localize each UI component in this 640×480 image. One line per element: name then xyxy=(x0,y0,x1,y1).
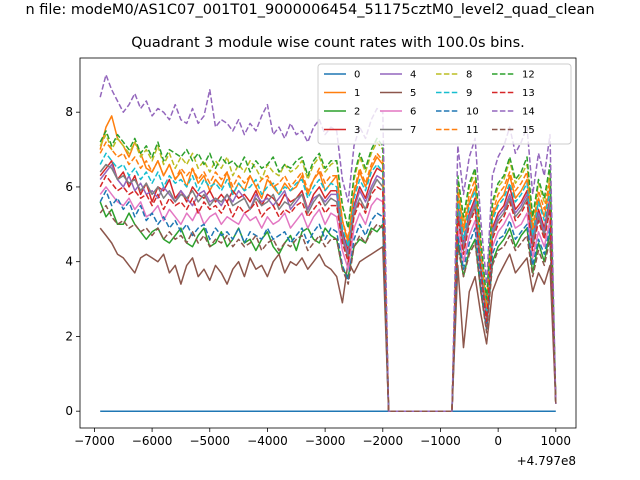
x-tick-label: −3000 xyxy=(305,434,346,448)
y-axis: 0 2 4 6 8 xyxy=(65,105,80,418)
legend-label: 4 xyxy=(410,70,416,81)
series-line-15 xyxy=(99,204,557,412)
axes-frame xyxy=(79,57,577,429)
y-tick-label: 6 xyxy=(65,180,73,194)
legend-label: 5 xyxy=(410,88,416,99)
figure-suptitle: n file: modeM0/AS1C07_001T01_9000006454_… xyxy=(25,2,595,18)
plot-lines xyxy=(99,74,557,412)
y-tick-label: 4 xyxy=(65,255,73,269)
x-tick-label: −7000 xyxy=(74,434,115,448)
series-line-5 xyxy=(99,227,557,412)
legend-label: 8 xyxy=(466,70,472,81)
legend-label: 10 xyxy=(466,107,479,118)
x-tick-label: −2000 xyxy=(362,434,403,448)
x-offset-label: +4.797e8 xyxy=(517,454,576,468)
legend-label: 3 xyxy=(354,125,360,136)
series-line-11 xyxy=(99,141,557,412)
series-line-8 xyxy=(99,133,557,412)
x-tick-label: 0 xyxy=(494,434,502,448)
series-line-10 xyxy=(99,189,557,412)
x-tick-label: 1000 xyxy=(541,434,572,448)
legend-label: 11 xyxy=(466,125,479,136)
legend-label: 7 xyxy=(410,125,416,136)
legend-label: 9 xyxy=(466,88,472,99)
x-tick-label: −4000 xyxy=(247,434,288,448)
legend-label: 12 xyxy=(522,70,535,81)
y-tick-label: 8 xyxy=(65,105,73,119)
legend-box xyxy=(317,63,572,145)
legend-label: 13 xyxy=(522,88,535,99)
x-tick-label: −5000 xyxy=(189,434,230,448)
series-line-13 xyxy=(99,174,557,412)
series-line-6 xyxy=(99,186,557,412)
legend-label: 15 xyxy=(522,125,535,136)
x-tick-label: −6000 xyxy=(132,434,173,448)
legend-label: 6 xyxy=(410,107,416,118)
legend-label: 1 xyxy=(354,88,360,99)
x-tick-label: −1000 xyxy=(420,434,461,448)
chart-title: Quadrant 3 module wise count rates with … xyxy=(131,35,525,51)
series-line-12 xyxy=(99,130,557,412)
legend-label: 14 xyxy=(522,107,535,118)
y-tick-label: 0 xyxy=(65,404,73,418)
legend-label: 0 xyxy=(354,70,360,81)
legend-label: 2 xyxy=(354,107,360,118)
x-axis: −7000 −6000 −5000 −4000 −3000 −2000 −1000 0 1000 xyxy=(74,428,571,448)
y-tick-label: 2 xyxy=(65,329,73,343)
